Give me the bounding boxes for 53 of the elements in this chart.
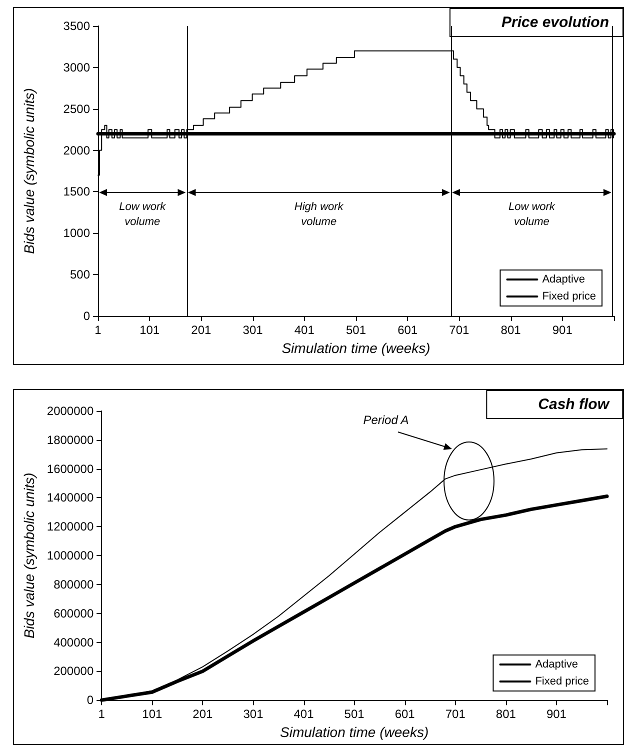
y-tick-label: 2000: [63, 143, 90, 158]
x-tick-label: 401: [294, 707, 314, 722]
y-axis-title: Bids value (symbolic units): [21, 88, 37, 254]
y-axis-title: Bids value (symbolic units): [21, 472, 37, 638]
chart-title: Price evolution: [501, 14, 610, 31]
x-axis-title: Simulation time (weeks): [282, 340, 430, 356]
x-tick-label: 101: [140, 323, 160, 337]
x-tick-label: 501: [346, 323, 366, 337]
legend-label: Fixed price: [542, 290, 596, 302]
y-tick-label: 1500: [63, 184, 90, 199]
x-tick-label: 401: [294, 323, 315, 337]
y-tick-label: 2000000: [46, 404, 94, 418]
y-tick-label: 1000: [63, 226, 90, 240]
x-tick-label: 201: [192, 707, 214, 722]
y-tick-label: 600000: [54, 606, 94, 620]
y-tick-label: 3000: [63, 60, 90, 74]
x-tick-label: 1: [94, 323, 102, 337]
x-axis-title: Simulation time (weeks): [280, 724, 429, 740]
y-tick-label: 1600000: [46, 462, 94, 476]
legend-label: Adaptive: [535, 658, 578, 670]
x-tick-label: 1: [98, 707, 106, 722]
y-tick-label: 800000: [54, 577, 94, 592]
x-tick-label: 701: [449, 323, 470, 337]
y-tick-label: 1800000: [46, 432, 94, 447]
x-tick-label: 701: [445, 707, 466, 722]
x-tick-label: 201: [191, 323, 212, 337]
legend-label: Adaptive: [542, 274, 586, 286]
x-tick-label: 301: [243, 707, 264, 722]
y-tick-label: 400000: [54, 635, 94, 650]
annotation: Low work volume: [507, 200, 556, 230]
x-tick-label: 801: [496, 707, 516, 722]
annotation: Low work volume: [118, 200, 167, 230]
y-tick-label: 1400000: [46, 490, 94, 505]
y-tick-label: 200000: [54, 664, 94, 678]
chart-title: Cash flow: [538, 396, 610, 413]
y-tick-label: 500: [70, 268, 90, 282]
x-tick-label: 801: [500, 323, 522, 337]
y-tick-label: 0: [86, 693, 94, 708]
annotation: Period A: [362, 413, 410, 428]
y-tick-label: 1200000: [46, 520, 94, 534]
y-tick-label: 1000000: [46, 548, 94, 563]
legend-label: Fixed price: [535, 676, 589, 688]
x-tick-label: 101: [142, 707, 162, 722]
y-tick-label: 2500: [63, 102, 90, 116]
x-tick-label: 601: [394, 707, 416, 722]
x-tick-label: 501: [344, 707, 365, 722]
x-tick-label: 901: [552, 323, 573, 337]
annotation: High work volume: [293, 200, 344, 230]
y-tick-label: 3500: [63, 19, 90, 33]
x-tick-label: 601: [398, 323, 418, 337]
y-tick-label: 0: [83, 309, 90, 323]
x-tick-label: 901: [546, 707, 567, 722]
x-tick-label: 301: [242, 323, 264, 337]
